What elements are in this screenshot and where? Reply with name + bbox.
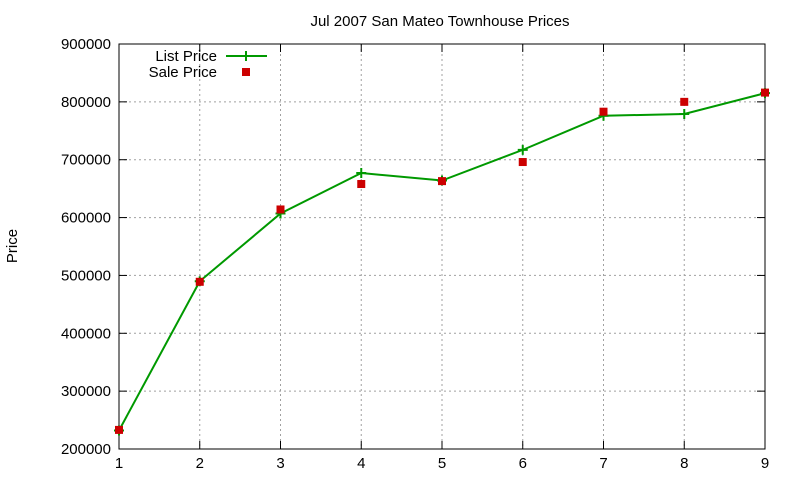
data-point: [356, 168, 367, 179]
y-axis-label: Price: [4, 229, 21, 263]
y-tick-label: 200000: [61, 441, 111, 458]
y-tick-label: 700000: [61, 152, 111, 169]
x-tick-label: 1: [115, 455, 123, 472]
y-tick-label: 800000: [61, 94, 111, 111]
x-tick-label: 8: [680, 455, 688, 472]
y-tick-label: 900000: [61, 36, 111, 53]
data-point: [115, 425, 123, 434]
data-point: [599, 107, 608, 116]
data-point: [357, 180, 366, 189]
y-tick-label: 400000: [61, 325, 111, 342]
plot-area: [114, 88, 770, 436]
x-tick-label: 4: [357, 455, 365, 472]
data-point: [680, 97, 689, 106]
data-point: [679, 109, 690, 120]
data-point: [438, 177, 446, 186]
x-tick-label: 2: [196, 455, 204, 472]
legend-label: Sale Price: [149, 64, 217, 81]
data-point: [195, 277, 204, 286]
data-point: [761, 88, 769, 97]
legend-item: Sale Price: [149, 64, 250, 81]
x-tick-label: 3: [276, 455, 284, 472]
y-tick-label: 300000: [61, 383, 111, 400]
y-tick-label: 600000: [61, 210, 111, 227]
data-point: [518, 158, 527, 167]
chart-title: Jul 2007 San Mateo Townhouse Prices: [310, 13, 569, 30]
series-sale-price: [115, 88, 769, 434]
x-tick-label: 7: [599, 455, 607, 472]
legend-swatch-marker: [242, 68, 250, 76]
ticks: 200000 300000 400000 500000 600000 700000 8000…: [61, 36, 769, 472]
x-tick-label: 9: [761, 455, 769, 472]
data-point: [517, 144, 528, 155]
grid: [119, 44, 765, 449]
legend-label: List Price: [155, 48, 217, 65]
data-point: [276, 205, 285, 214]
legend-item: List Price: [155, 48, 267, 65]
y-tick-label: 500000: [61, 267, 111, 284]
x-tick-label: 6: [519, 455, 527, 472]
legend-swatch-marker: [241, 51, 251, 61]
x-tick-label: 5: [438, 455, 446, 472]
